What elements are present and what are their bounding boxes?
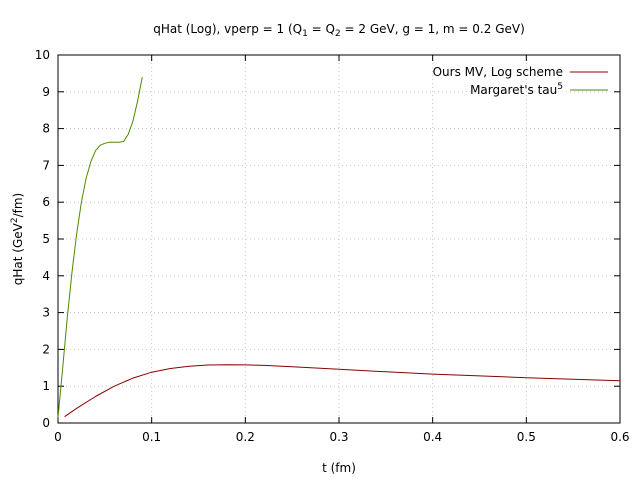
y-axis-label: qHat (GeV2/fm): [10, 193, 25, 285]
y-tick-label: 10: [35, 48, 50, 62]
y-tick-label: 3: [42, 306, 50, 320]
x-tick-label: 0.1: [142, 430, 161, 444]
x-axis-label: t (fm): [322, 461, 356, 475]
grid-lines: [58, 55, 620, 423]
x-tick-label: 0.3: [329, 430, 348, 444]
y-tick-label: 6: [42, 195, 50, 209]
x-tick-label: 0.4: [423, 430, 442, 444]
y-tick-label: 7: [42, 158, 50, 172]
y-tick-label: 1: [42, 379, 50, 393]
series-lines: [57, 77, 621, 418]
y-tick-label: 8: [42, 122, 50, 136]
y-tick-label: 4: [42, 269, 50, 283]
x-tick-label: 0.6: [610, 430, 629, 444]
y-tick-label: 2: [42, 342, 50, 356]
legend: Ours MV, Log scheme Margaret's tau5: [433, 65, 608, 97]
y-tick-labels: 0 1 2 3 4 5 6 7 8 9 10: [35, 48, 50, 430]
y-tick-label: 0: [42, 416, 50, 430]
y-tick-label: 9: [42, 85, 50, 99]
legend-label-ours-mv: Ours MV, Log scheme: [433, 65, 563, 79]
y-tick-label: 5: [42, 232, 50, 246]
axis-ticks: [57, 54, 621, 424]
series-line-margarets-tau: [57, 77, 143, 418]
series-line-ours-mv: [64, 364, 621, 418]
x-tick-labels: 0 0.1 0.2 0.3 0.4 0.5 0.6: [54, 430, 629, 444]
chart-title: qHat (Log), vperp = 1 (Q1 = Q2 = 2 GeV, …: [153, 22, 525, 39]
x-tick-label: 0.5: [517, 430, 536, 444]
x-tick-label: 0.2: [236, 430, 255, 444]
legend-label-margarets-tau: Margaret's tau5: [470, 82, 563, 97]
x-tick-label: 0: [54, 430, 62, 444]
